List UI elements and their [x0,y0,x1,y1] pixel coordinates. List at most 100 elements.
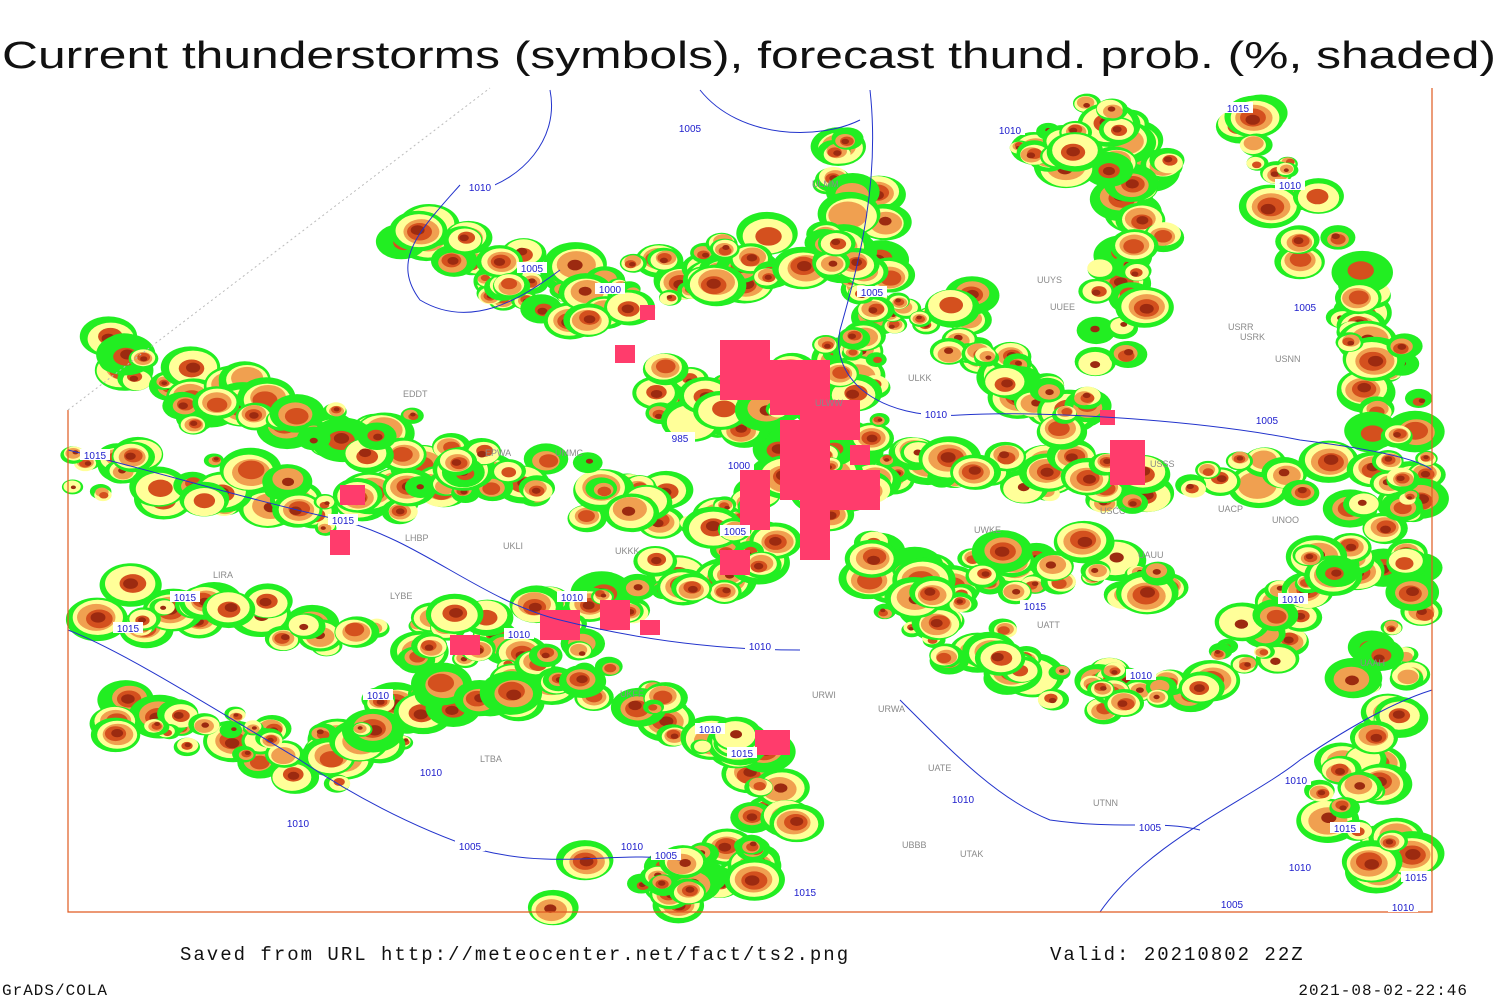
shade-blob [178,402,188,410]
isobar-label-box [665,432,695,443]
storm-patch [615,345,635,363]
shade-blob [1154,230,1173,243]
isobar-labels: 1005 1010 1015 1010 1005 1000 1005 1010 1005 1005… [80,102,1431,914]
station-label: UUEE [1050,302,1075,312]
shade-blob [1026,152,1036,159]
shade-blob [544,904,557,913]
station-label: UWKE [974,525,1001,535]
isobar-label: 1010 [1282,595,1305,606]
shade-blob [655,359,676,374]
isobar-label-box [1388,901,1418,912]
shade-blob [287,771,300,780]
shade-blob [651,556,662,565]
shade-blob [1100,686,1107,691]
shade-blob [224,603,238,612]
shade-blob [413,709,428,720]
shade-blob [1305,554,1314,560]
station-label: UATT [1037,620,1060,630]
isobar-label-box [1020,600,1050,611]
shade-blob [753,562,764,570]
shade-blob [493,258,506,266]
shade-blob [123,578,139,589]
shade-blob [185,362,201,373]
shade-blob [597,486,612,497]
isobar-label: 1010 [367,691,390,702]
shade-blob [895,298,901,303]
shade-blob [445,705,459,716]
station-label: UAUU [1138,550,1164,560]
shade-blob [1357,382,1372,393]
station-label: UATE [928,763,951,773]
isobar-label: 1010 [749,642,772,653]
shade-blob [944,347,954,354]
isobar-line [67,629,681,861]
shade-blob [1236,456,1244,461]
shade-blob [712,400,737,418]
shade-blob [449,608,463,618]
shade-blob [1069,127,1078,134]
isobar-label: 1015 [1024,602,1047,613]
shade-blob [531,487,541,494]
station-label: ULKK [908,373,932,383]
shade-blob [376,699,385,705]
shade-blob [1385,839,1394,845]
shade-blob [410,412,416,417]
storm-patch [340,485,365,505]
shade-blob [1048,420,1070,437]
station-label: EDDT [403,389,428,399]
isobar-label: 1010 [1279,181,1302,192]
station-label: UKLI [503,541,523,551]
station-label: UACP [1218,504,1243,514]
shade-blob [249,412,259,419]
shade-blob [1266,609,1287,624]
shade-blob [1087,259,1113,277]
shade-blob [633,584,643,591]
station-label: UUYS [1037,275,1062,285]
shade-blob [90,612,106,623]
shade-blob [477,450,487,458]
shade-blob [1129,501,1137,507]
shade-blob [659,257,668,264]
shade-blob [403,738,409,742]
shade-blob [600,593,607,598]
isobar-label-box [948,793,978,804]
shade-blob [877,418,883,422]
isobar-label: 1015 [117,624,140,635]
isobar-line [699,89,861,133]
shade-blob [528,602,542,612]
map-frame [67,88,1433,913]
shade-blob [528,278,536,284]
shade-blob [201,722,210,728]
shade-blob [930,619,943,628]
shade-blob [1384,456,1393,462]
shade-blob [1193,684,1205,693]
shade-blob [1001,379,1013,388]
shade-blob [694,740,711,753]
shade-blob [841,138,850,145]
shade-blob [1339,805,1347,811]
shade-blob [968,466,981,475]
shade-blob [1040,467,1054,477]
shade-blob [629,262,636,267]
station-label: URWA [878,704,905,714]
station-label: UKKK [615,546,640,556]
shade-blob [868,307,878,314]
storm-patch [640,620,660,635]
shade-blob [578,510,595,522]
shade-blob [1140,587,1156,598]
shade-blob [718,842,732,852]
shade-blob [451,459,462,466]
station-label: UAAH [1360,658,1385,668]
shade-blob [237,460,265,480]
shade-blob [658,880,666,886]
shade-blob [1354,782,1366,790]
isobar-label-box [995,124,1025,135]
shade-blob [1406,587,1419,597]
isobar-label: 1010 [287,819,310,830]
isobar-label: 1015 [332,516,355,527]
shade-blob [679,858,691,867]
isobar-label: 1010 [561,593,584,604]
shade-blob [99,492,109,499]
isobar-label-box [1401,871,1431,882]
storm-patch [755,730,790,755]
